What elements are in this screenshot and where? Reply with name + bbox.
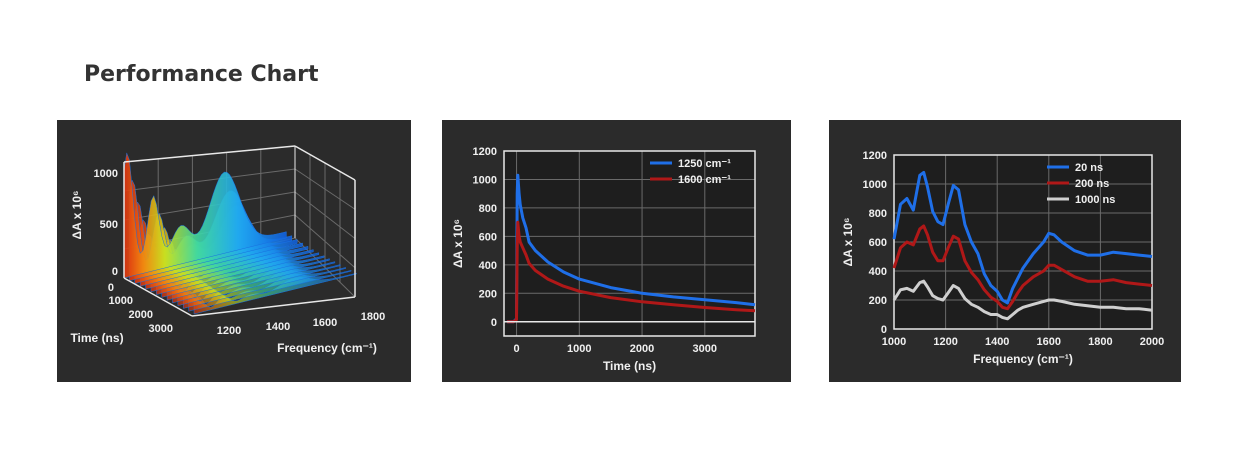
legend-label: 1600 cm⁻¹ [678,174,731,186]
time-trace-chart-panel: 0 1000 2000 3000 0 200 400 600 800 1000 1200 Time (… [442,120,791,382]
legend-label: 1000 ns [1075,194,1115,206]
x-tick-label: 2000 [630,343,654,355]
y-tick-label: 0 [881,324,887,336]
x-tick-label: 1000 [882,336,906,348]
plot-frame [893,154,1153,330]
y-tick-label: 1200 [473,146,497,158]
z-tick-label: 0 [112,266,118,278]
x-axis-label: Frequency (cm⁻¹) [277,341,377,355]
x-tick-label: 1400 [985,336,1009,348]
plot-area [504,151,755,336]
legend-label: 1250 cm⁻¹ [678,158,731,170]
legend-label: 20 ns [1075,162,1103,174]
x-tick-label: 1800 [1088,336,1112,348]
t-tick-label: 2000 [129,309,153,321]
x-tick-label: 1800 [361,311,385,323]
axis-edge [294,145,356,181]
y-axis-label: ΔA x 10⁶ [841,217,855,266]
surface-chart-panel: 0 500 1000 0 1000 2000 3000 1200 1400 1600 1800 ΔA … [57,120,411,382]
y-tick-label: 0 [491,317,497,329]
x-tick-label: 1200 [217,325,241,337]
x-tick-label: 1200 [933,336,957,348]
t-tick-label: 1000 [109,295,133,307]
x-tick-label: 1600 [1037,336,1061,348]
plot-frame [503,150,756,337]
t-tick-label: 0 [108,282,114,294]
legend-label: 200 ns [1075,178,1109,190]
series-line [507,173,756,324]
series-line [892,224,1153,311]
x-axis-label: Time (ns) [603,359,656,373]
x-tick-label: 1400 [266,321,290,333]
time-trace-chart: 0 1000 2000 3000 0 200 400 600 800 1000 1200 Time (… [451,146,756,373]
t-axis-label: Time (ns) [70,331,123,345]
y-tick-label: 200 [869,295,887,307]
page-title: Performance Chart [84,62,319,87]
x-axis-label: Frequency (cm⁻¹) [973,352,1073,366]
x-tick-label: 3000 [693,343,717,355]
spectra-chart: 1000 1200 1400 1600 1800 2000 0 200 400 600 800 100… [841,150,1164,366]
y-tick-label: 800 [869,208,887,220]
x-tick-label: 0 [513,343,519,355]
y-tick-label: 800 [479,203,497,215]
x-tick-label: 1000 [567,343,591,355]
axis-edge [123,277,193,317]
y-tick-label: 1000 [473,174,497,186]
surface-ribbon [123,151,287,279]
x-tick-label: 2000 [1140,336,1164,348]
y-tick-label: 400 [869,266,887,278]
z-tick-label: 1000 [94,168,118,180]
series-line [892,279,1153,321]
y-tick-label: 200 [479,288,497,300]
spectra-chart-panel: 1000 1200 1400 1600 1800 2000 0 200 400 600 800 100… [829,120,1181,382]
series-line [892,170,1153,305]
y-tick-label: 1000 [863,179,887,191]
grid-line-back [123,168,296,192]
axis-edge [191,296,356,317]
series-line [507,220,756,324]
y-axis-label: ΔA x 10⁶ [451,219,465,268]
y-tick-label: 1200 [863,150,887,162]
z-axis-label: ΔA x 10⁶ [70,190,84,239]
z-tick-label: 500 [100,219,118,231]
axis-edge [123,145,296,163]
t-tick-label: 3000 [149,323,173,335]
y-tick-label: 400 [479,260,497,272]
y-tick-label: 600 [479,231,497,243]
y-tick-label: 600 [869,237,887,249]
x-tick-label: 1600 [313,317,337,329]
